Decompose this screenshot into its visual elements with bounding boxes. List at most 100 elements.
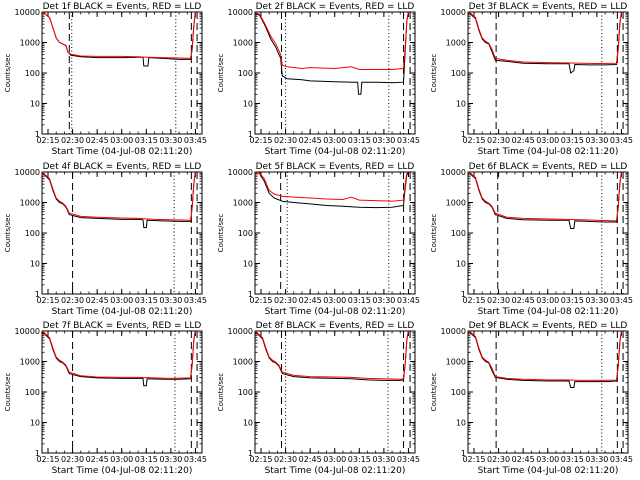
x-axis-label: Start Time (04-Jul-08 02:11:20) xyxy=(478,307,619,317)
x-tick-label: 03:30 xyxy=(159,296,182,305)
x-tick-label: 02:30 xyxy=(274,136,297,145)
x-axis-label: Start Time (04-Jul-08 02:11:20) xyxy=(265,307,406,317)
y-tick-label: 1000 xyxy=(446,39,466,48)
chart-title: Det 7f BLACK = Events, RED = LLD xyxy=(43,321,202,331)
events-series-line xyxy=(254,330,409,381)
y-tick-label: 1 xyxy=(35,130,40,139)
x-tick-label: 03:30 xyxy=(372,136,395,145)
x-tick-label: 02:15 xyxy=(36,296,59,305)
chart-panel-8: Det 8f BLACK = Events, RED = LLD Counts/s… xyxy=(217,321,420,476)
plot-frame xyxy=(467,171,629,295)
x-axis-label: Start Time (04-Jul-08 02:11:20) xyxy=(265,466,406,476)
x-tick-label: 03:00 xyxy=(110,296,133,305)
x-tick-label: 03:00 xyxy=(323,136,346,145)
y-tick-label: 1000 xyxy=(20,199,40,208)
y-tick-label: 1 xyxy=(461,290,466,299)
chart-title: Det 3f BLACK = Events, RED = LLD xyxy=(469,2,628,12)
lld-series-line xyxy=(254,171,409,202)
y-tick-label: 1 xyxy=(248,449,253,458)
x-tick-label: 02:15 xyxy=(249,296,272,305)
x-tick-label: 03:45 xyxy=(610,136,633,145)
events-series-line xyxy=(254,11,409,95)
chart-panel-6: Det 6f BLACK = Events, RED = LLD Counts/s… xyxy=(430,162,633,317)
y-tick-label: 100 xyxy=(25,388,40,397)
x-tick-label: 03:30 xyxy=(372,296,395,305)
x-tick-label: 02:30 xyxy=(61,296,84,305)
y-tick-label: 100 xyxy=(451,69,466,78)
x-tick-label: 03:15 xyxy=(348,296,371,305)
lld-series-line xyxy=(467,330,622,381)
plot-frame xyxy=(41,171,203,295)
x-tick-label: 02:15 xyxy=(249,455,272,464)
chart-panel-9: Det 9f BLACK = Events, RED = LLD Counts/s… xyxy=(430,321,633,476)
chart-title: Det 8f BLACK = Events, RED = LLD xyxy=(256,321,415,331)
x-tick-label: 03:30 xyxy=(159,136,182,145)
y-axis-label: Counts/sec xyxy=(430,214,438,253)
x-axis-label: Start Time (04-Jul-08 02:11:20) xyxy=(52,466,193,476)
y-tick-label: 10 xyxy=(456,260,466,269)
x-tick-label: 03:45 xyxy=(184,455,207,464)
y-tick-label: 1000 xyxy=(233,39,253,48)
chart-title: Det 5f BLACK = Events, RED = LLD xyxy=(256,162,415,172)
y-tick-label: 1 xyxy=(35,290,40,299)
x-tick-label: 02:30 xyxy=(274,455,297,464)
x-axis-label: Start Time (04-Jul-08 02:11:20) xyxy=(52,147,193,157)
y-tick-label: 1000 xyxy=(446,199,466,208)
y-tick-label: 10 xyxy=(30,100,40,109)
y-tick-label: 10000 xyxy=(228,8,253,17)
y-tick-label: 10 xyxy=(243,260,253,269)
y-tick-label: 10000 xyxy=(441,168,466,177)
y-axis-label: Counts/sec xyxy=(4,373,12,412)
x-tick-label: 02:15 xyxy=(36,455,59,464)
x-tick-label: 02:45 xyxy=(299,136,322,145)
plot-frame xyxy=(254,330,416,454)
x-tick-label: 03:00 xyxy=(536,296,559,305)
y-tick-label: 10 xyxy=(243,419,253,428)
y-axis-label: Counts/sec xyxy=(4,54,12,93)
y-tick-label: 1000 xyxy=(233,199,253,208)
x-tick-label: 03:15 xyxy=(348,455,371,464)
x-axis-label: Start Time (04-Jul-08 02:11:20) xyxy=(265,147,406,157)
x-tick-label: 03:45 xyxy=(610,296,633,305)
x-tick-label: 03:45 xyxy=(610,455,633,464)
y-tick-label: 10 xyxy=(30,419,40,428)
lld-series-line xyxy=(41,11,196,59)
y-axis-label: Counts/sec xyxy=(4,214,12,253)
y-tick-label: 1 xyxy=(461,449,466,458)
x-tick-label: 03:15 xyxy=(561,296,584,305)
x-tick-label: 02:45 xyxy=(299,455,322,464)
y-tick-label: 10000 xyxy=(15,8,40,17)
y-tick-label: 10000 xyxy=(228,327,253,336)
x-tick-label: 02:45 xyxy=(86,296,109,305)
y-tick-label: 100 xyxy=(238,69,253,78)
x-tick-label: 02:15 xyxy=(462,296,485,305)
x-tick-label: 03:30 xyxy=(159,455,182,464)
x-axis-label: Start Time (04-Jul-08 02:11:20) xyxy=(52,307,193,317)
chart-title: Det 4f BLACK = Events, RED = LLD xyxy=(43,162,202,172)
lld-series-line xyxy=(254,11,409,70)
x-axis-label: Start Time (04-Jul-08 02:11:20) xyxy=(478,147,619,157)
x-tick-label: 02:30 xyxy=(274,296,297,305)
x-tick-label: 02:30 xyxy=(487,296,510,305)
x-tick-label: 03:15 xyxy=(561,136,584,145)
x-tick-label: 03:45 xyxy=(397,455,420,464)
plot-frame xyxy=(41,330,203,454)
x-tick-label: 02:15 xyxy=(462,136,485,145)
x-tick-label: 02:45 xyxy=(86,455,109,464)
y-tick-label: 10000 xyxy=(441,327,466,336)
x-tick-label: 03:15 xyxy=(135,296,158,305)
x-tick-label: 02:45 xyxy=(86,136,109,145)
x-tick-label: 03:00 xyxy=(323,296,346,305)
lld-series-line xyxy=(41,171,196,221)
x-tick-label: 03:30 xyxy=(585,455,608,464)
y-tick-label: 1 xyxy=(35,449,40,458)
y-tick-label: 100 xyxy=(25,69,40,78)
y-tick-label: 10 xyxy=(456,419,466,428)
x-tick-label: 03:15 xyxy=(135,455,158,464)
x-tick-label: 02:45 xyxy=(512,296,535,305)
x-tick-label: 02:15 xyxy=(462,455,485,464)
chart-panel-2: Det 2f BLACK = Events, RED = LLD Counts/s… xyxy=(217,2,420,157)
lld-series-line xyxy=(254,330,409,380)
x-tick-label: 03:00 xyxy=(110,455,133,464)
